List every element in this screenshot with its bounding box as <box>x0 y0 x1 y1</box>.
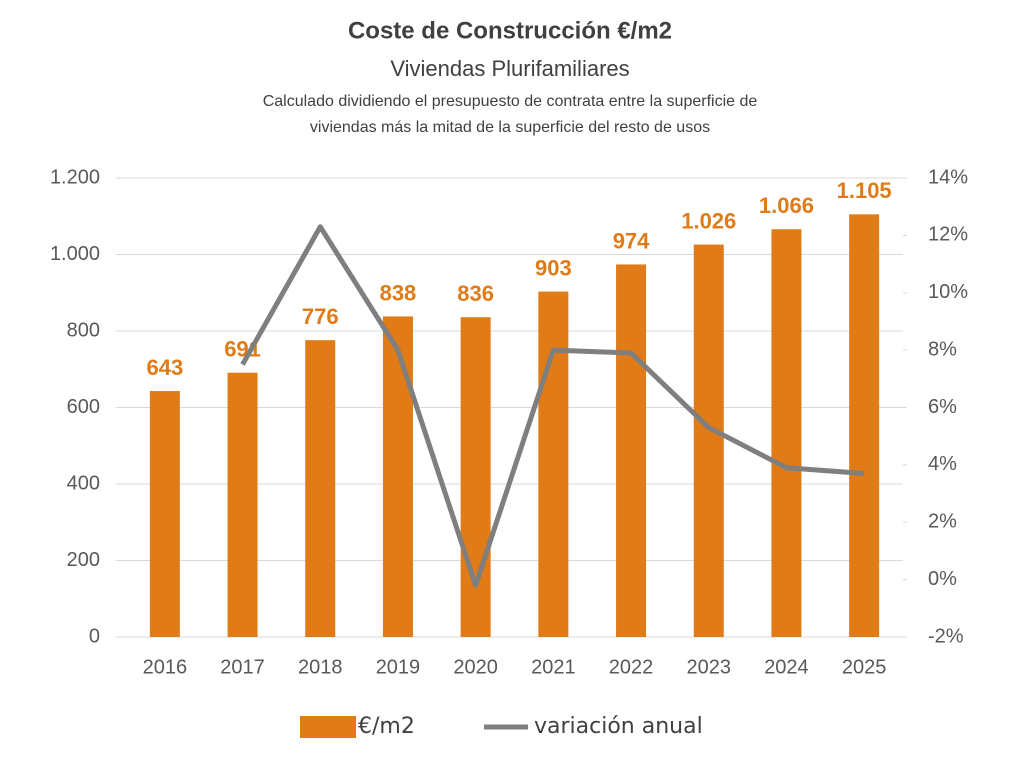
legend-label: variación anual <box>534 714 703 739</box>
y-tick-label: 600 <box>67 396 100 418</box>
bar <box>771 229 802 637</box>
y2-tick-label: -2% <box>928 625 964 647</box>
chart-note: Calculado dividiendo el presupuesto de c… <box>263 93 758 110</box>
value-label: 836 <box>457 281 494 306</box>
value-label: 974 <box>613 228 650 253</box>
x-tick-label: 2024 <box>764 656 809 678</box>
bar <box>849 214 880 637</box>
y2-tick-label: 14% <box>928 166 968 188</box>
value-label: 903 <box>535 255 572 280</box>
bar <box>149 391 180 637</box>
y2-tick-label: 8% <box>928 338 957 360</box>
value-label: 838 <box>380 280 417 305</box>
y-tick-label: 0 <box>89 625 100 647</box>
value-label: 776 <box>302 304 339 329</box>
y2-tick-label: 4% <box>928 453 957 475</box>
x-tick-label: 2018 <box>298 656 343 678</box>
y-tick-label: 400 <box>67 472 100 494</box>
value-label: 1.066 <box>759 193 814 218</box>
bar <box>305 340 336 637</box>
value-label: 1.105 <box>837 178 892 203</box>
legend-swatch <box>300 716 356 738</box>
bar <box>693 244 724 637</box>
value-label: 643 <box>146 355 183 380</box>
y2-tick-label: 10% <box>928 281 968 303</box>
x-tick-label: 2025 <box>842 656 887 678</box>
line <box>240 224 865 588</box>
value-label: 1.026 <box>681 208 736 233</box>
chart-note: viviendas más la mitad de la superficie … <box>310 119 710 136</box>
bar <box>227 372 258 637</box>
y-tick-label: 800 <box>67 319 100 341</box>
y2-tick-label: 0% <box>928 568 957 590</box>
x-tick-label: 2020 <box>453 656 498 678</box>
bar <box>538 291 569 637</box>
y2-tick-label: 12% <box>928 224 968 246</box>
x-tick-label: 2016 <box>143 656 188 678</box>
chart-subtitle: Viviendas Plurifamiliares <box>390 56 629 81</box>
chart-title: Coste de Construcción €/m2 <box>348 17 672 44</box>
legend-label: €/m2 <box>358 714 415 739</box>
bar <box>382 316 413 637</box>
x-tick-label: 2021 <box>531 656 576 678</box>
x-tick-label: 2023 <box>687 656 732 678</box>
y2-tick-label: 2% <box>928 511 957 533</box>
x-tick-label: 2017 <box>220 656 265 678</box>
bar <box>616 264 647 637</box>
y-tick-label: 1.200 <box>50 166 100 188</box>
y-tick-label: 200 <box>67 549 100 571</box>
x-tick-label: 2022 <box>609 656 654 678</box>
y2-tick-label: 6% <box>928 396 957 418</box>
x-tick-label: 2019 <box>376 656 421 678</box>
bar <box>460 317 491 637</box>
y-tick-label: 1.000 <box>50 243 100 265</box>
